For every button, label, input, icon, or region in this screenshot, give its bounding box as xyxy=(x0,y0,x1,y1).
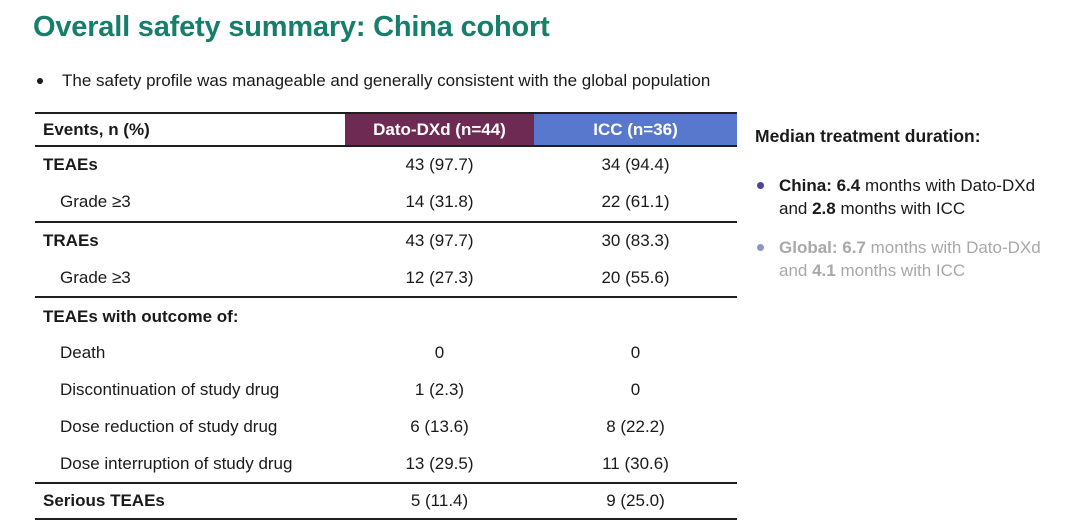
duration-bullet-china: China: 6.4 months with Dato-DXd and 2.8 m… xyxy=(755,174,1067,220)
duration-bullet-text: China: 6.4 months with Dato-DXd and 2.8 m… xyxy=(779,176,1036,218)
bullet-icon xyxy=(757,182,764,189)
table-header-row: Events, n (%) Dato-DXd (n=44) ICC (n=36) xyxy=(35,114,737,147)
table-row: TRAEs 43 (97.7) 30 (83.3) xyxy=(35,223,737,260)
dato-dxd-value xyxy=(345,298,534,335)
table-row: Death 0 0 xyxy=(35,335,737,372)
row-label: Death xyxy=(60,343,106,363)
treatment-duration-panel: Median treatment duration: China: 6.4 mo… xyxy=(755,126,1067,298)
dato-dxd-value: 0 xyxy=(434,343,445,363)
panel-heading: Median treatment duration: xyxy=(755,126,981,146)
row-label: Dose reduction of study drug xyxy=(60,416,278,436)
dato-dxd-value: 43 (97.7) xyxy=(405,155,474,175)
duration-bullet-global: Global: 6.7 months with Dato-DXd and 4.1 … xyxy=(755,236,1067,282)
table-row: Grade ≥3 12 (27.3) 20 (55.6) xyxy=(35,259,737,299)
duration-bullet-text: Global: 6.7 months with Dato-DXd and 4.1 … xyxy=(779,238,1041,280)
table-row: TEAEs 43 (97.7) 34 (94.4) xyxy=(35,147,737,184)
column-header-events: Events, n (%) xyxy=(35,114,345,145)
table-row: Serious TEAEs 5 (11.4) 9 (25.0) xyxy=(35,484,737,518)
panel-bullet-list: China: 6.4 months with Dato-DXd and 2.8 m… xyxy=(755,174,1067,282)
subtitle-text: The safety profile was manageable and ge… xyxy=(62,71,711,90)
row-label: TEAEs xyxy=(43,155,98,175)
dato-dxd-value: 43 (97.7) xyxy=(405,230,474,250)
subtitle: The safety profile was manageable and ge… xyxy=(37,71,710,91)
icc-value: 22 (61.1) xyxy=(601,192,670,212)
row-label: TRAEs xyxy=(43,230,99,250)
icc-value: 20 (55.6) xyxy=(601,267,670,287)
row-label: Grade ≥3 xyxy=(60,267,131,287)
bullet-icon xyxy=(757,244,764,251)
table-row: Dose reduction of study drug 6 (13.6) 8 (2… xyxy=(35,409,737,446)
table-row: TEAEs with outcome of: xyxy=(35,298,737,335)
dato-dxd-value: 13 (29.5) xyxy=(405,453,474,473)
page-title: Overall safety summary: China cohort xyxy=(33,11,550,43)
column-header-dato-dxd: Dato-DXd (n=44) xyxy=(345,114,534,145)
icc-value xyxy=(534,298,737,335)
row-label: Grade ≥3 xyxy=(60,192,131,212)
row-label: Discontinuation of study drug xyxy=(60,380,280,400)
icc-value: 9 (25.0) xyxy=(606,491,665,511)
icc-value: 0 xyxy=(630,380,641,400)
dato-dxd-value: 6 (13.6) xyxy=(410,416,469,436)
row-label: TEAEs with outcome of: xyxy=(43,306,239,326)
table-row: Dose interruption of study drug 13 (29.5)… xyxy=(35,445,737,485)
table-body: TEAEs 43 (97.7) 34 (94.4) Grade ≥3 14 (31.8)… xyxy=(35,147,737,518)
table-row: Grade ≥3 14 (31.8) 22 (61.1) xyxy=(35,184,737,223)
icc-value: 30 (83.3) xyxy=(601,230,670,250)
icc-value: 8 (22.2) xyxy=(606,416,665,436)
dato-dxd-value: 14 (31.8) xyxy=(405,192,474,212)
safety-table: Events, n (%) Dato-DXd (n=44) ICC (n=36)… xyxy=(35,112,737,521)
dato-dxd-value: 5 (11.4) xyxy=(410,491,469,511)
dato-dxd-value: 1 (2.3) xyxy=(414,380,465,400)
row-label: Serious TEAEs xyxy=(43,491,165,511)
icc-value: 0 xyxy=(630,343,641,363)
icc-value: 34 (94.4) xyxy=(601,155,670,175)
row-label: Dose interruption of study drug xyxy=(60,453,293,473)
column-header-icc: ICC (n=36) xyxy=(534,114,737,145)
table-row: Discontinuation of study drug 1 (2.3) 0 xyxy=(35,372,737,409)
icc-value: 11 (30.6) xyxy=(602,453,669,473)
bullet-icon xyxy=(37,78,43,84)
dato-dxd-value: 12 (27.3) xyxy=(405,267,474,287)
